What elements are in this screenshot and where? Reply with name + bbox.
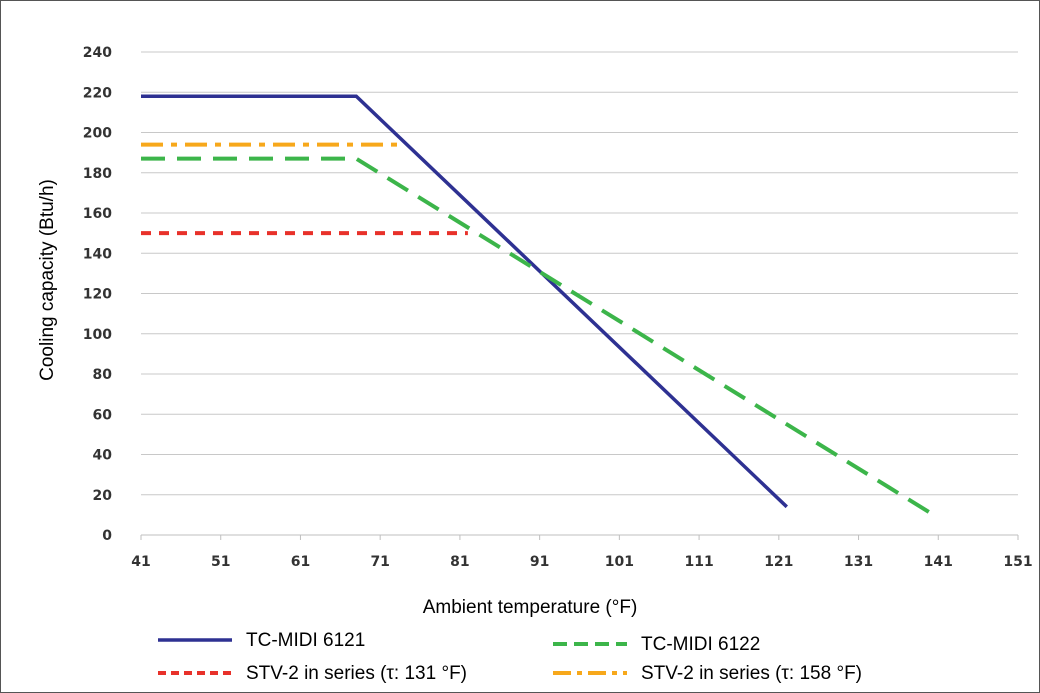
x-tick-label: 91	[530, 554, 549, 570]
legend-label-4: STV-2 in series (τ: 158 °F)	[641, 663, 862, 684]
x-tick-label: 51	[211, 554, 230, 570]
y-tick-label: 40	[93, 448, 113, 464]
y-tick-label: 200	[83, 126, 112, 142]
x-axis-title: Ambient temperature (°F)	[423, 597, 638, 618]
y-tick-label: 220	[83, 85, 112, 101]
y-tick-label: 120	[83, 287, 112, 303]
series-line-1	[141, 94, 788, 509]
x-tick-label: 61	[291, 554, 310, 570]
y-tick-label: 240	[83, 45, 112, 61]
x-tick-label: 141	[924, 554, 953, 570]
y-tick-label: 140	[83, 246, 112, 262]
legend-label-2: TC-MIDI 6122	[641, 634, 760, 655]
x-tick-label: 151	[1003, 554, 1032, 570]
y-tick-label: 100	[83, 327, 112, 343]
legend-label-1: TC-MIDI 6121	[246, 630, 365, 651]
y-tick-label: 20	[93, 488, 113, 504]
x-tick-label: 131	[844, 554, 873, 570]
y-tick-label: 0	[102, 528, 112, 544]
series-line-2	[141, 156, 932, 515]
x-tick-label: 41	[131, 554, 150, 570]
y-tick-label: 180	[83, 166, 112, 182]
series-group	[141, 94, 932, 515]
y-axis: 0 20 40 60 80 100 120 140 160 180 200 220 240	[83, 45, 112, 544]
legend-label-3: STV-2 in series (τ: 131 °F)	[246, 663, 467, 684]
x-tick-label: 81	[450, 554, 469, 570]
y-tick-label: 80	[93, 367, 113, 383]
x-tick-label: 101	[605, 554, 634, 570]
y-axis-title: Cooling capacity (Btu/h)	[37, 179, 58, 381]
x-tick-label: 71	[370, 554, 389, 570]
gridlines	[141, 51, 1018, 536]
y-tick-label: 160	[83, 206, 112, 222]
x-axis: 41 51 61 71 81 91 101 111 121 131 141 151	[131, 534, 1033, 570]
y-tick-label: 60	[93, 407, 113, 423]
legend: TC-MIDI 6121 TC-MIDI 6122 STV-2 in series …	[158, 630, 862, 684]
x-tick-label: 111	[684, 554, 713, 570]
x-tick-label: 121	[764, 554, 793, 570]
